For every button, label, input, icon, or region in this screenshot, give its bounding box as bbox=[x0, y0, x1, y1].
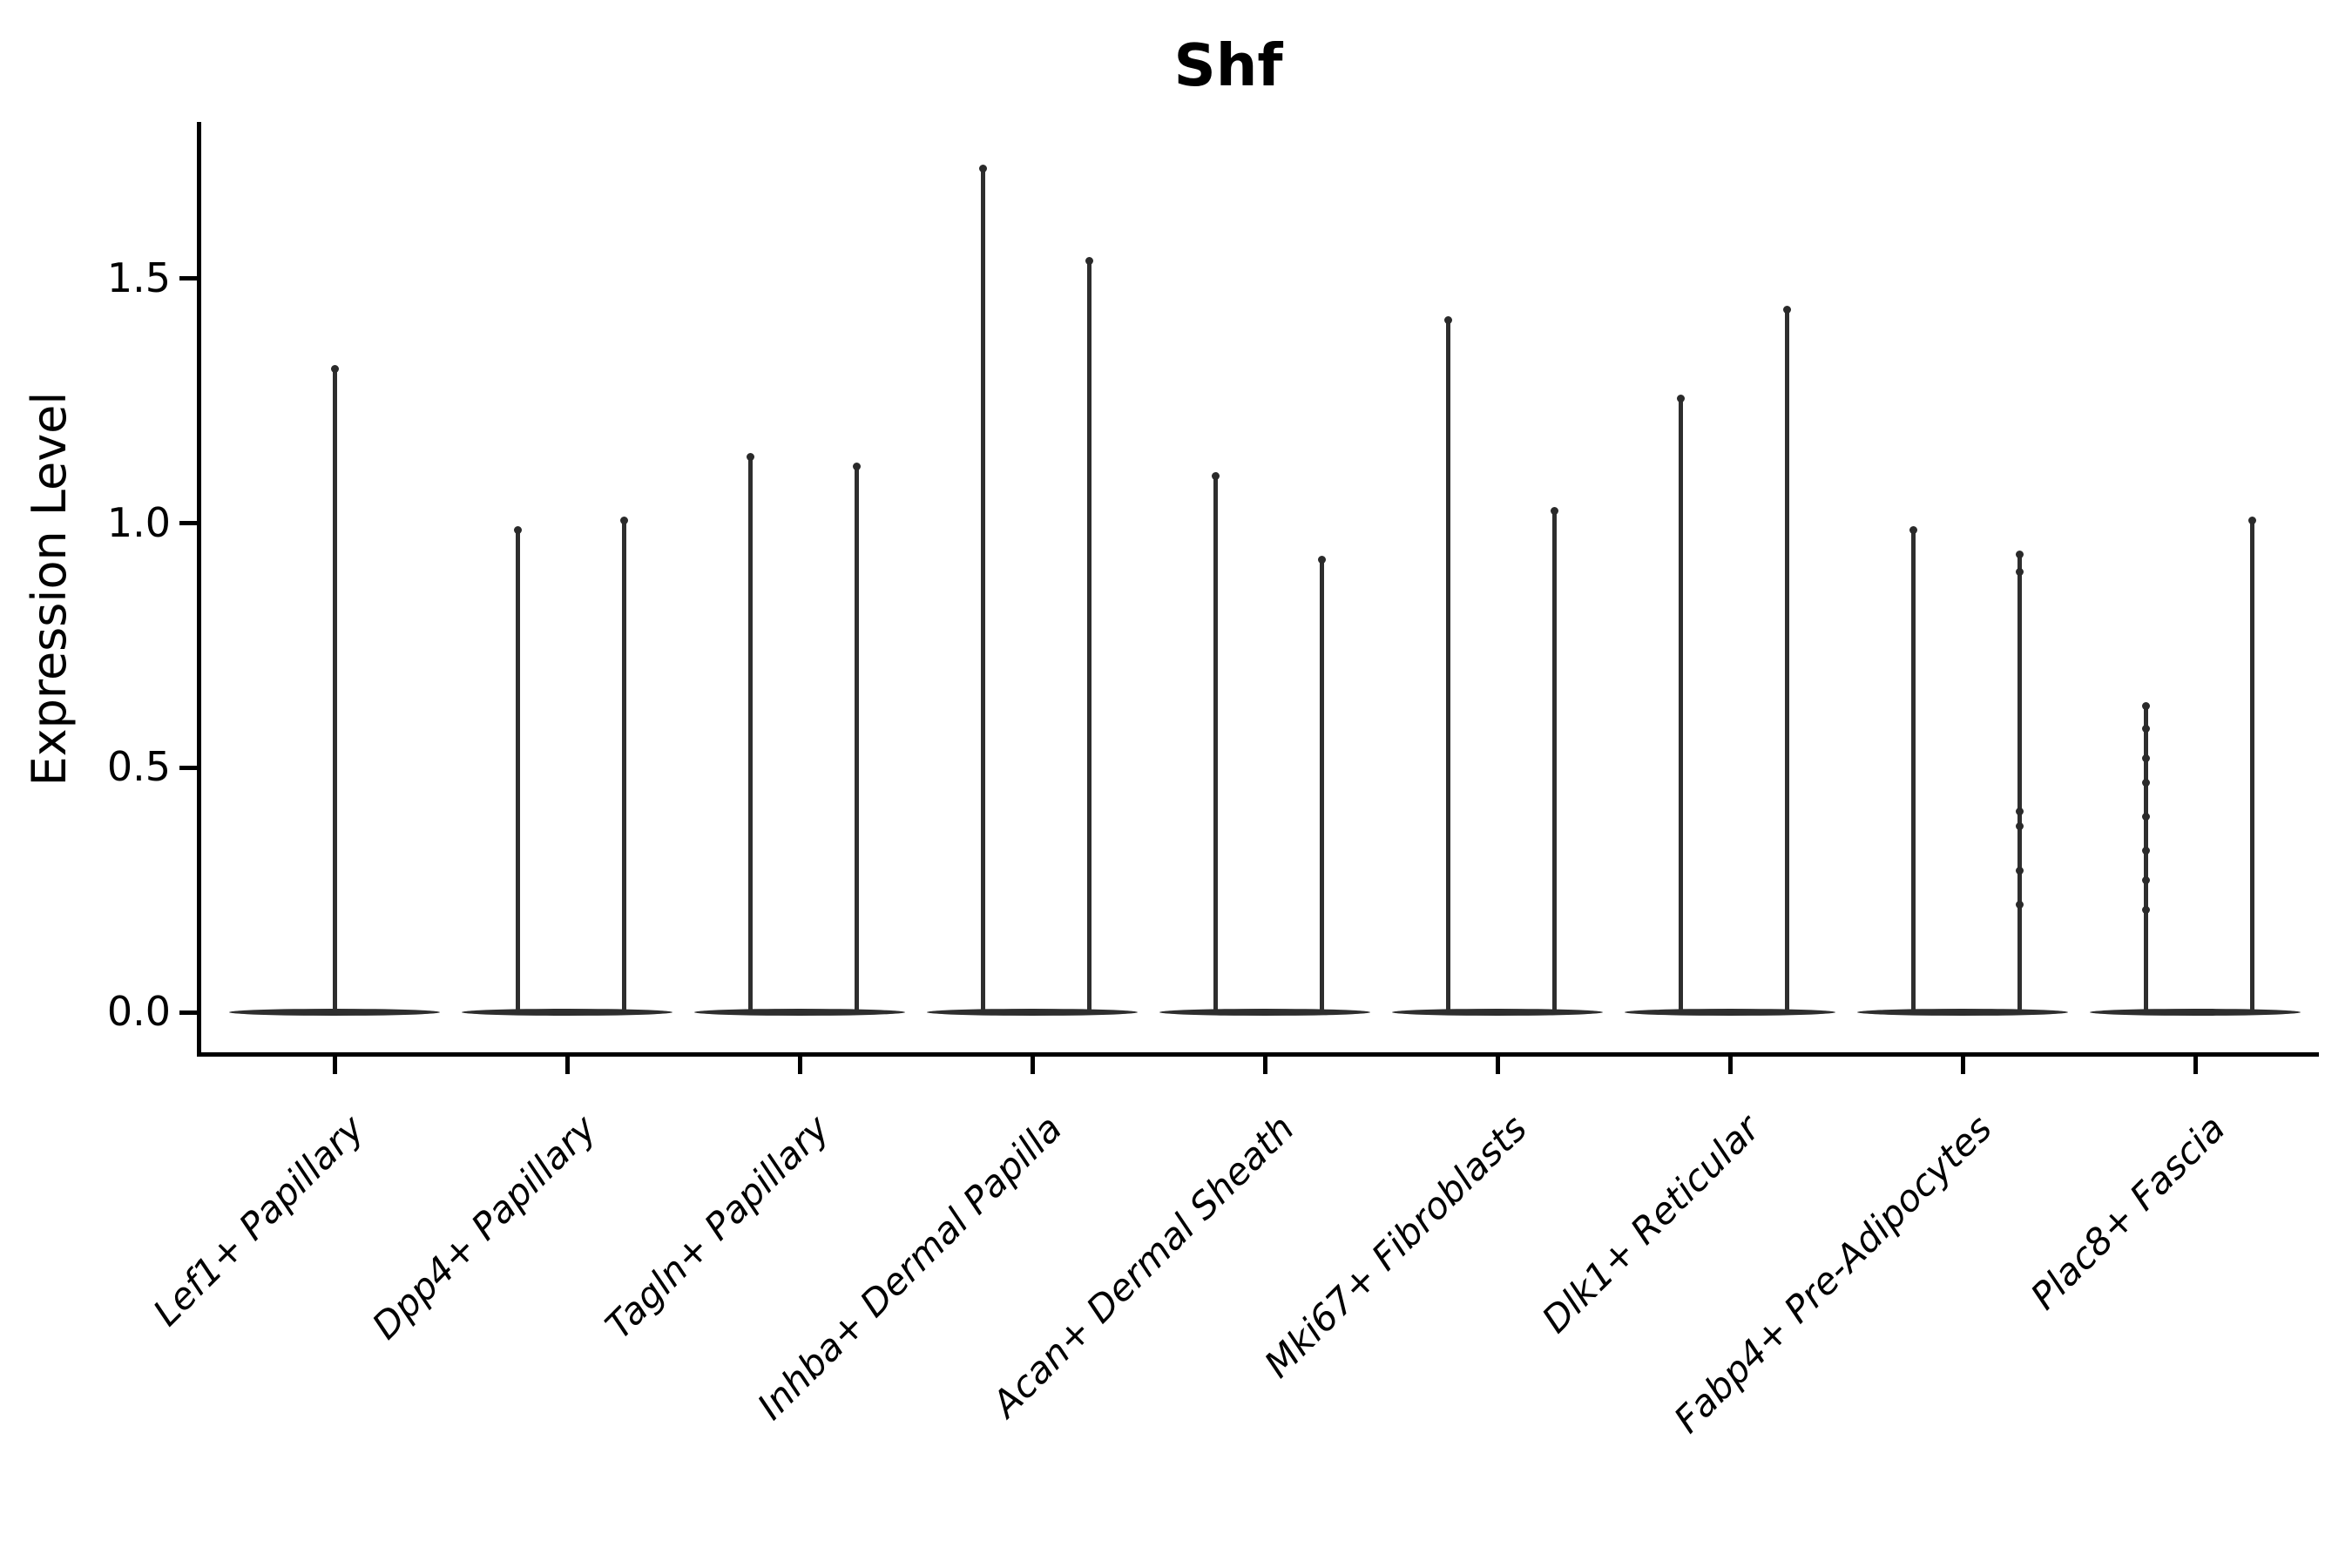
expression-point bbox=[2016, 822, 2024, 831]
x-tick-mark bbox=[1727, 1057, 1733, 1074]
y-tick-label: 1.5 bbox=[106, 253, 171, 301]
violin-spike bbox=[2250, 517, 2255, 1014]
chart-title: Shf bbox=[1173, 31, 1283, 99]
expression-point bbox=[2141, 778, 2150, 787]
violin-spike bbox=[622, 517, 627, 1014]
expression-point bbox=[2248, 516, 2257, 524]
expression-point bbox=[1676, 394, 1685, 402]
y-tick-mark bbox=[179, 276, 197, 281]
violin-spike bbox=[1445, 317, 1450, 1014]
expression-point bbox=[330, 364, 339, 373]
violin-spike bbox=[980, 166, 985, 1014]
expression-point bbox=[2141, 847, 2150, 855]
x-tick-label: Dlk1+ Reticular bbox=[1533, 1106, 1768, 1342]
violin-spike bbox=[1785, 308, 1790, 1014]
x-tick-label: Lef1+ Papillary bbox=[145, 1106, 373, 1335]
violin-base bbox=[1624, 1009, 1836, 1016]
violin-spike bbox=[1552, 508, 1558, 1014]
violin-spike bbox=[332, 366, 337, 1014]
expression-point bbox=[513, 526, 522, 535]
violin-spike bbox=[1910, 528, 1916, 1014]
expression-point bbox=[2141, 754, 2150, 762]
y-tick-mark bbox=[179, 521, 197, 525]
violin-base bbox=[693, 1009, 906, 1016]
violin-spike bbox=[747, 454, 753, 1014]
expression-point bbox=[2141, 875, 2150, 884]
expression-point bbox=[1085, 257, 1094, 266]
expression-point bbox=[2016, 866, 2024, 875]
violin-spike bbox=[855, 464, 860, 1014]
expression-point bbox=[1783, 306, 1792, 314]
expression-point bbox=[1551, 506, 1559, 515]
violin-spike bbox=[2017, 552, 2023, 1014]
x-tick-label: Mki67+ Fibroblasts bbox=[1255, 1106, 1536, 1386]
violin-spike bbox=[515, 528, 520, 1014]
expression-point bbox=[2141, 724, 2150, 733]
y-tick-label: 0.0 bbox=[106, 988, 171, 1035]
expression-point bbox=[2016, 568, 2024, 577]
x-tick-mark bbox=[564, 1057, 570, 1074]
expression-point bbox=[1443, 315, 1452, 324]
y-axis-label: Expression Level bbox=[22, 391, 77, 787]
y-axis-spine bbox=[197, 122, 201, 1057]
y-tick-label: 0.5 bbox=[106, 743, 171, 791]
x-tick-mark bbox=[1960, 1057, 1965, 1074]
y-tick-label: 1.0 bbox=[106, 498, 171, 546]
x-tick-mark bbox=[1262, 1057, 1267, 1074]
x-tick-mark bbox=[797, 1057, 802, 1074]
expression-point bbox=[2016, 900, 2024, 909]
violin-spike bbox=[1320, 557, 1325, 1014]
expression-point bbox=[978, 164, 987, 172]
expression-point bbox=[2016, 808, 2024, 816]
violin-base bbox=[1856, 1009, 2069, 1016]
expression-point bbox=[620, 516, 629, 524]
expression-point bbox=[1318, 555, 1327, 564]
y-tick-mark bbox=[179, 765, 197, 770]
violin-spike bbox=[1087, 259, 1092, 1014]
y-tick-mark bbox=[179, 1010, 197, 1015]
violin-base bbox=[2089, 1009, 2301, 1016]
violin-spike bbox=[2143, 704, 2148, 1014]
expression-point bbox=[2016, 551, 2024, 559]
x-tick-label: Plac8+ Fascia bbox=[2022, 1106, 2234, 1318]
expression-point bbox=[1211, 472, 1220, 481]
x-tick-mark bbox=[332, 1057, 337, 1074]
x-tick-mark bbox=[2193, 1057, 2198, 1074]
violin-base bbox=[1391, 1009, 1604, 1016]
expression-point bbox=[853, 463, 862, 471]
x-tick-label: Tagln+ Papillary bbox=[597, 1106, 838, 1348]
violin-base bbox=[926, 1009, 1139, 1016]
x-tick-mark bbox=[1495, 1057, 1500, 1074]
violin-base bbox=[461, 1009, 673, 1016]
x-tick-mark bbox=[1030, 1057, 1035, 1074]
violin-spike bbox=[1678, 395, 1683, 1014]
violin-spike bbox=[1213, 474, 1218, 1014]
violin-base bbox=[1159, 1009, 1371, 1016]
expression-point bbox=[2141, 905, 2150, 914]
expression-point bbox=[2141, 812, 2150, 821]
expression-point bbox=[1909, 526, 1917, 535]
expression-point bbox=[746, 452, 754, 461]
x-tick-label: Dpp4+ Papillary bbox=[364, 1106, 605, 1348]
expression-point bbox=[2141, 702, 2150, 711]
x-axis-spine bbox=[197, 1052, 2319, 1057]
